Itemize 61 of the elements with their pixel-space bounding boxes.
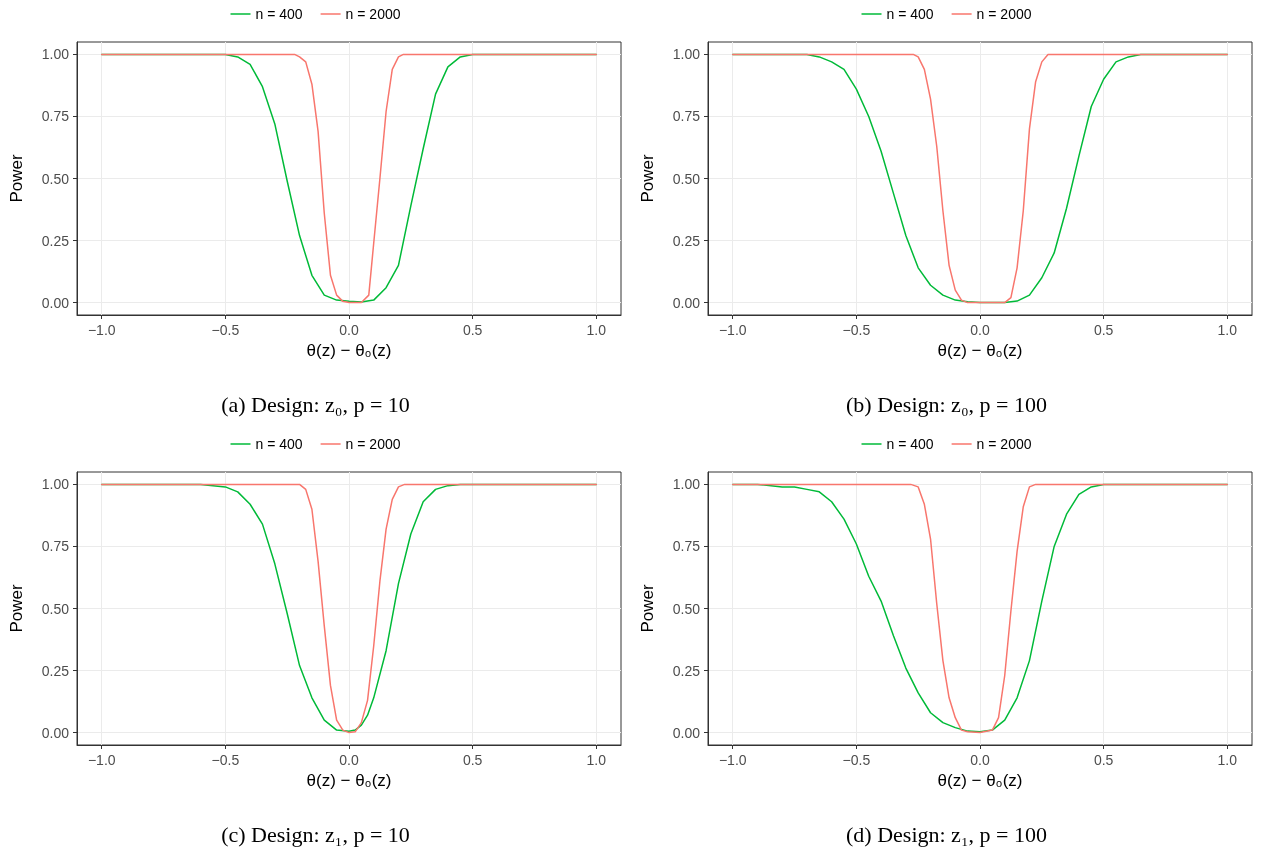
x-tick-label: 0.5	[1093, 752, 1114, 768]
y-tick-label: 1.00	[41, 476, 70, 493]
y-axis-title: Power	[638, 154, 657, 203]
legend-label: n = 2000	[345, 436, 401, 452]
x-axis-title: θ(z) − θ₀(z)	[937, 770, 1023, 790]
y-tick-label: 0.75	[41, 538, 70, 555]
x-tick-label: −0.5	[842, 322, 871, 338]
y-tick-label: 0.25	[672, 232, 701, 249]
y-tick-label: 1.00	[41, 46, 70, 63]
x-tick-label: 1.0	[586, 322, 607, 338]
x-tick-label: −0.5	[211, 322, 240, 338]
x-tick-label: 1.0	[1217, 752, 1238, 768]
y-tick-label: 0.00	[672, 294, 701, 311]
x-tick-label: −0.5	[842, 752, 871, 768]
y-tick-label: 0.25	[41, 232, 70, 249]
x-tick-label: 0.0	[339, 752, 359, 768]
x-axis-title: θ(z) − θ₀(z)	[306, 770, 392, 790]
y-axis-title: Power	[638, 584, 657, 633]
x-tick-label: 0.0	[970, 752, 990, 768]
text: (d) Design: z₁, p = 100	[846, 821, 1047, 847]
y-axis-title: Power	[7, 154, 26, 203]
legend-label: n = 2000	[345, 6, 401, 22]
x-tick-label: 0.0	[339, 322, 359, 338]
legend-label: n = 2000	[976, 6, 1032, 22]
x-tick-label: 1.0	[586, 752, 607, 768]
legend-label: n = 400	[886, 6, 934, 22]
x-tick-label: −1.0	[87, 322, 116, 338]
x-tick-label: 1.0	[1217, 322, 1238, 338]
x-tick-label: 0.5	[462, 752, 483, 768]
y-tick-label: 0.00	[41, 724, 70, 741]
y-tick-label: 0.50	[41, 600, 70, 617]
legend-label: n = 400	[886, 436, 934, 452]
x-axis-title: θ(z) − θ₀(z)	[937, 340, 1023, 360]
x-axis-title: θ(z) − θ₀(z)	[306, 340, 392, 360]
x-tick-label: −1.0	[718, 752, 747, 768]
legend-label: n = 400	[255, 436, 303, 452]
y-tick-label: 0.50	[672, 170, 701, 187]
y-tick-label: 1.00	[672, 476, 701, 493]
y-tick-label: 1.00	[672, 46, 701, 63]
y-tick-label: 0.00	[672, 724, 701, 741]
y-tick-label: 0.75	[672, 108, 701, 125]
y-tick-label: 0.75	[672, 538, 701, 555]
y-tick-label: 0.50	[41, 170, 70, 187]
line-series	[731, 53, 1229, 304]
text: (a) Design: z₀, p = 10	[221, 391, 410, 417]
text: (b) Design: z₀, p = 100	[846, 391, 1047, 417]
y-tick-label: 0.00	[41, 294, 70, 311]
x-tick-label: −1.0	[87, 752, 116, 768]
text: (c) Design: z₁, p = 10	[221, 821, 410, 847]
x-tick-label: 0.5	[462, 322, 483, 338]
x-tick-label: −1.0	[718, 322, 747, 338]
legend-label: n = 400	[255, 6, 303, 22]
x-tick-label: 0.5	[1093, 322, 1114, 338]
x-tick-label: −0.5	[211, 752, 240, 768]
y-tick-label: 0.25	[672, 662, 701, 679]
y-tick-label: 0.50	[672, 600, 701, 617]
y-axis-title: Power	[7, 584, 26, 633]
y-tick-label: 0.25	[41, 662, 70, 679]
y-tick-label: 0.75	[41, 108, 70, 125]
legend-label: n = 2000	[976, 436, 1032, 452]
x-tick-label: 0.0	[970, 322, 990, 338]
